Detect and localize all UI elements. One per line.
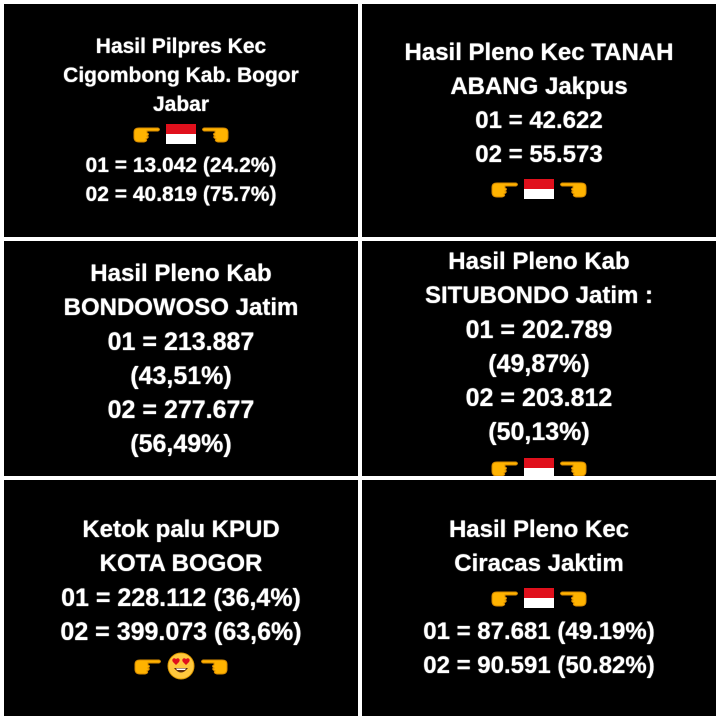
panel-title-line: Hasil Pleno Kec [448,516,630,543]
panel-ciracas: Hasil Pleno Kec Ciracas Jaktim 01 = 87.6… [362,480,716,716]
pointing-right-hand-icon [132,124,162,144]
result-line: 02 = 399.073 (63,6%) [60,618,302,646]
pointing-right-hand-icon [490,458,520,476]
indonesia-flag-icon [524,177,554,201]
pointing-left-hand-icon [558,588,588,608]
result-line: 01 = 87.681 (49.19%) [423,618,655,645]
emoji-row [132,119,230,149]
indonesia-flag-icon [524,456,554,476]
emoji-row [490,583,588,613]
panel-bondowoso: Hasil Pleno Kab BONDOWOSO Jatim 01 = 213… [4,241,358,476]
emoji-row [133,651,229,681]
pointing-right-hand-icon [490,179,520,199]
pointing-left-hand-icon [200,124,230,144]
result-line: 01 = 213.887 [107,327,255,356]
result-line: 02 = 277.677 [107,395,255,424]
panel-cigombong: Hasil Pilpres Kec Cigombong Kab. Bogor J… [4,4,358,237]
panel-title-line: Cigombong Kab. Bogor [63,64,299,87]
result-line: 01 = 42.622 [475,106,603,134]
heart-eyes-face-icon [167,652,195,680]
result-line: 02 = 40.819 (75.7%) [85,183,277,206]
result-line: (43,51%) [130,361,232,390]
panel-title-line: Ketok palu KPUD [82,516,280,543]
panel-title-line: Hasil Pleno Kec TANAH [404,38,674,66]
panel-title-line: BONDOWOSO Jatim [63,293,299,321]
result-line: 01 = 202.789 [465,316,613,344]
pointing-left-hand-icon [199,656,229,676]
panel-title-line: Hasil Pleno Kab [448,248,630,275]
result-line: 02 = 55.573 [475,140,603,168]
panel-title-line: ABANG Jakpus [450,72,628,100]
pointing-right-hand-icon [133,656,163,676]
panel-title-line: Jabar [152,93,210,116]
result-line: 02 = 203.812 [465,384,613,412]
panel-tanah-abang: Hasil Pleno Kec TANAH ABANG Jakpus 01 = … [362,4,716,237]
pointing-left-hand-icon [558,179,588,199]
panel-situbondo: Hasil Pleno Kab SITUBONDO Jatim : 01 = 2… [362,241,716,476]
result-line: (50,13%) [488,418,590,446]
emoji-row [490,174,588,204]
panel-kota-bogor: Ketok palu KPUD KOTA BOGOR 01 = 228.112 … [4,480,358,716]
panel-title-line: Ciracas Jaktim [454,550,624,577]
panel-title-line: SITUBONDO Jatim : [424,282,654,309]
indonesia-flag-icon [166,122,196,146]
result-line: (56,49%) [130,429,232,458]
result-line: (49,87%) [488,350,590,378]
panel-title-line: Hasil Pleno Kab [90,259,272,287]
pointing-right-hand-icon [490,588,520,608]
panel-title-line: KOTA BOGOR [99,550,263,577]
result-line: 01 = 13.042 (24.2%) [85,154,277,177]
result-line: 01 = 228.112 (36,4%) [61,584,301,612]
pointing-left-hand-icon [558,458,588,476]
indonesia-flag-icon [524,586,554,610]
panel-title-line: Hasil Pilpres Kec [95,35,267,58]
emoji-row [490,453,588,476]
result-line: 02 = 90.591 (50.82%) [423,652,655,679]
